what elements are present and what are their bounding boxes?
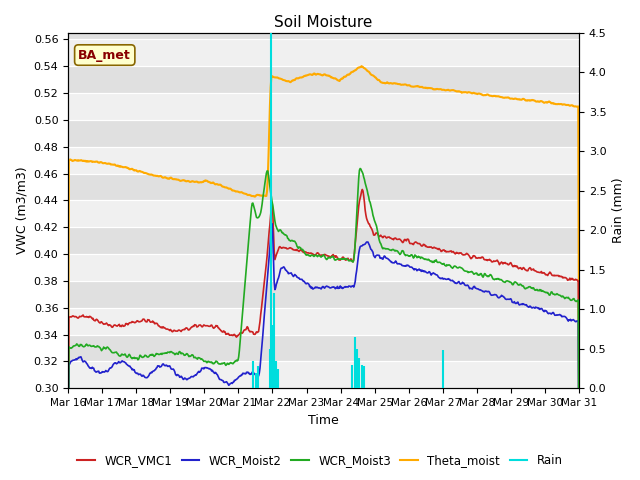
- Bar: [68, 173, 579, 200]
- Legend: WCR_VMC1, WCR_Moist2, WCR_Moist3, Theta_moist, Rain: WCR_VMC1, WCR_Moist2, WCR_Moist3, Theta_…: [72, 449, 568, 472]
- Bar: [68, 335, 579, 361]
- Bar: [68, 254, 579, 281]
- Bar: [68, 200, 579, 227]
- X-axis label: Time: Time: [308, 414, 339, 427]
- Bar: [68, 120, 579, 147]
- Title: Soil Moisture: Soil Moisture: [275, 15, 372, 30]
- Y-axis label: VWC (m3/m3): VWC (m3/m3): [15, 167, 28, 254]
- Y-axis label: Rain (mm): Rain (mm): [612, 178, 625, 243]
- Bar: [68, 227, 579, 254]
- Bar: [68, 308, 579, 335]
- Text: BA_met: BA_met: [78, 48, 131, 61]
- Bar: [68, 281, 579, 308]
- Bar: [68, 361, 579, 388]
- Bar: [68, 66, 579, 93]
- Bar: [68, 93, 579, 120]
- Bar: [68, 147, 579, 173]
- Bar: [68, 39, 579, 66]
